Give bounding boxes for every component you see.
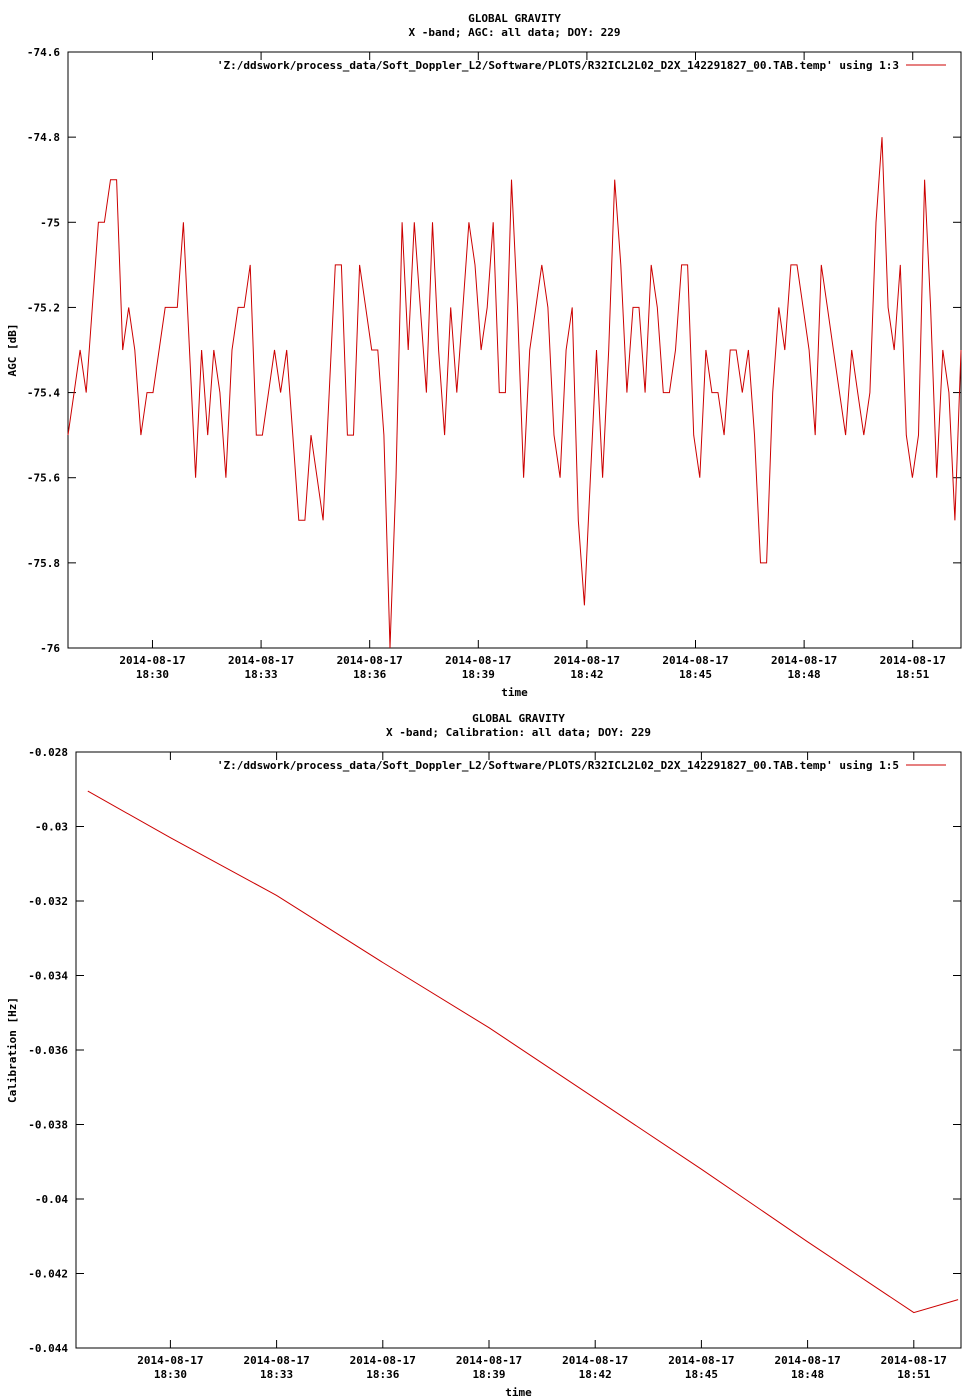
series-line	[87, 790, 959, 1314]
y-tick-label: -76	[40, 642, 60, 655]
y-tick-label: -74.6	[27, 46, 60, 59]
x-tick-time: 18:39	[472, 1368, 505, 1381]
y-tick-label: -0.034	[28, 970, 68, 983]
x-tick-date: 2014-08-17	[337, 654, 403, 667]
chart-title: GLOBAL GRAVITY	[472, 712, 565, 725]
y-tick-label: -0.044	[28, 1342, 68, 1355]
y-tick-label: -0.036	[28, 1044, 68, 1057]
y-tick-label: -75.8	[27, 557, 60, 570]
y-tick-label: -0.032	[28, 895, 68, 908]
x-tick-date: 2014-08-17	[554, 654, 620, 667]
y-tick-label: -0.042	[28, 1268, 68, 1281]
x-tick-time: 18:30	[136, 668, 169, 681]
x-tick-date: 2014-08-17	[881, 1354, 947, 1367]
x-tick-time: 18:45	[685, 1368, 718, 1381]
x-tick-time: 18:48	[791, 1368, 824, 1381]
x-tick-date: 2014-08-17	[880, 654, 946, 667]
x-tick-time: 18:51	[897, 1368, 930, 1381]
y-axis-label: Calibration [Hz]	[6, 997, 19, 1103]
x-tick-time: 18:48	[788, 668, 821, 681]
chart-subtitle: X -band; AGC: all data; DOY: 229	[409, 26, 621, 39]
x-tick-date: 2014-08-17	[119, 654, 185, 667]
plot-frame	[75, 751, 962, 1349]
x-tick-date: 2014-08-17	[137, 1354, 203, 1367]
x-tick-time: 18:42	[579, 1368, 612, 1381]
y-tick-label: -75.2	[27, 301, 60, 314]
x-tick-date: 2014-08-17	[228, 654, 294, 667]
x-tick-date: 2014-08-17	[662, 654, 728, 667]
x-tick-time: 18:33	[260, 1368, 293, 1381]
x-tick-date: 2014-08-17	[350, 1354, 416, 1367]
x-tick-time: 18:33	[245, 668, 278, 681]
x-tick-time: 18:36	[353, 668, 386, 681]
x-tick-date: 2014-08-17	[562, 1354, 628, 1367]
x-axis-label: time	[505, 1386, 532, 1399]
x-tick-time: 18:42	[570, 668, 603, 681]
y-tick-label: -75.6	[27, 472, 60, 485]
x-tick-date: 2014-08-17	[243, 1354, 309, 1367]
y-tick-label: -0.03	[35, 821, 68, 834]
x-tick-date: 2014-08-17	[445, 654, 511, 667]
chart-title: GLOBAL GRAVITY	[468, 12, 561, 25]
x-axis-label: time	[501, 686, 528, 699]
y-tick-label: -75.4	[27, 387, 60, 400]
y-tick-label: -0.038	[28, 1119, 68, 1132]
y-tick-label: -75	[40, 216, 60, 229]
x-tick-date: 2014-08-17	[774, 1354, 840, 1367]
x-tick-date: 2014-08-17	[456, 1354, 522, 1367]
x-tick-date: 2014-08-17	[668, 1354, 734, 1367]
chart-subtitle: X -band; Calibration: all data; DOY: 229	[386, 726, 651, 739]
x-tick-time: 18:39	[462, 668, 495, 681]
series-line	[67, 137, 962, 649]
legend-label: 'Z:/ddswork/process_data/Soft_Doppler_L2…	[217, 759, 899, 772]
y-tick-label: -0.028	[28, 746, 68, 759]
y-axis-label: AGC [dB]	[6, 324, 19, 377]
legend-label: 'Z:/ddswork/process_data/Soft_Doppler_L2…	[217, 59, 899, 72]
x-tick-time: 18:51	[896, 668, 929, 681]
x-tick-date: 2014-08-17	[771, 654, 837, 667]
y-tick-label: -74.8	[27, 131, 60, 144]
y-tick-label: -0.04	[35, 1193, 68, 1206]
x-tick-time: 18:36	[366, 1368, 399, 1381]
x-tick-time: 18:30	[154, 1368, 187, 1381]
x-tick-time: 18:45	[679, 668, 712, 681]
